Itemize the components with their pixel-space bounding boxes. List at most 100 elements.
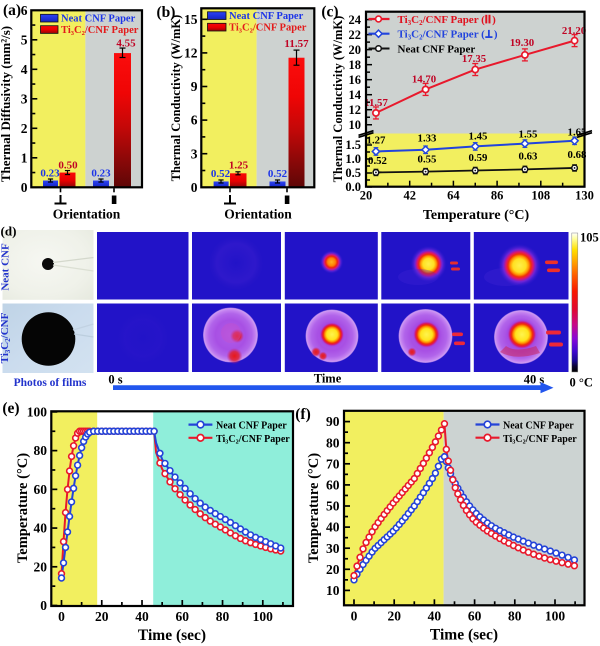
svg-text:86: 86: [491, 189, 504, 203]
svg-text:20: 20: [34, 559, 48, 574]
svg-text:1: 1: [21, 150, 28, 165]
svg-text:Photos of films: Photos of films: [14, 377, 87, 389]
svg-text:Time (sec): Time (sec): [430, 627, 498, 644]
svg-text:4.55: 4.55: [116, 38, 136, 50]
svg-text:Temperature (°C): Temperature (°C): [423, 208, 530, 223]
svg-text:40: 40: [135, 609, 149, 624]
svg-text:Ti3C2/CNF Paper: Ti3C2/CNF Paper: [61, 25, 139, 37]
svg-text:20: 20: [387, 609, 401, 624]
svg-text:0.63: 0.63: [519, 151, 538, 163]
svg-text:1.33: 1.33: [418, 133, 437, 145]
svg-text:Neat CNF Paper: Neat CNF Paper: [61, 14, 136, 25]
svg-text:40 s: 40 s: [524, 373, 545, 387]
svg-text:24: 24: [349, 13, 362, 27]
svg-text:Ti3C2/CNF Paper (: Ti3C2/CNF Paper (: [398, 29, 486, 42]
svg-text:60: 60: [34, 482, 48, 497]
svg-text:80: 80: [508, 609, 522, 624]
svg-text:108: 108: [531, 189, 550, 203]
svg-text:21.20: 21.20: [562, 25, 586, 37]
svg-text:1.5: 1.5: [345, 138, 361, 152]
svg-text:Ti3C2/CNF Paper: Ti3C2/CNF Paper: [229, 23, 307, 35]
svg-text:0.55: 0.55: [418, 154, 437, 166]
svg-text:60: 60: [176, 609, 190, 624]
svg-text:3: 3: [21, 91, 28, 106]
svg-text:11.57: 11.57: [364, 97, 388, 109]
svg-text:(c): (c): [321, 4, 338, 21]
svg-text:4: 4: [21, 62, 28, 77]
svg-text:Temperature (°C): Temperature (°C): [306, 453, 322, 563]
svg-text:Ti3C2/CNF Paper: Ti3C2/CNF Paper: [503, 434, 577, 446]
svg-text:3: 3: [191, 146, 198, 161]
svg-text:): ): [492, 14, 496, 26]
svg-text:0: 0: [58, 609, 65, 624]
svg-text:Ti3C2/CNF Paper (: Ti3C2/CNF Paper (: [398, 14, 486, 27]
svg-text:Ti3C2/CNF: Ti3C2/CNF: [0, 312, 12, 363]
svg-text:0.52: 0.52: [211, 168, 231, 180]
svg-text:Neat CNF: Neat CNF: [0, 243, 12, 291]
svg-text:42: 42: [403, 189, 416, 203]
svg-text:130: 130: [575, 189, 594, 203]
svg-text:2: 2: [21, 121, 28, 136]
svg-text:0.50: 0.50: [58, 160, 78, 172]
svg-text:Neat CNF Paper: Neat CNF Paper: [503, 421, 574, 432]
svg-text:1.27: 1.27: [367, 135, 386, 147]
svg-text:100: 100: [253, 609, 274, 624]
svg-text:1.55: 1.55: [519, 128, 538, 140]
svg-text:40: 40: [428, 609, 442, 624]
svg-text:Neat CNF Paper: Neat CNF Paper: [229, 11, 304, 22]
svg-text:19.30: 19.30: [510, 37, 534, 49]
svg-text:6: 6: [191, 113, 198, 128]
svg-text:0.52: 0.52: [368, 155, 387, 167]
svg-text:64: 64: [447, 189, 460, 203]
svg-text:20: 20: [95, 609, 109, 624]
svg-text:0.59: 0.59: [469, 152, 488, 164]
svg-text:Ti3C2/CNF Paper: Ti3C2/CNF Paper: [216, 434, 290, 446]
svg-text:20: 20: [326, 562, 340, 577]
svg-text:22: 22: [349, 28, 362, 42]
svg-text:1.0: 1.0: [345, 152, 361, 166]
svg-text:50: 50: [326, 499, 340, 514]
svg-text:12: 12: [349, 103, 362, 117]
svg-text:14: 14: [349, 88, 362, 102]
svg-text:(f): (f): [295, 406, 311, 423]
svg-text:Time (sec): Time (sec): [138, 627, 206, 644]
svg-text:20: 20: [360, 189, 373, 203]
svg-text:80: 80: [216, 609, 230, 624]
svg-text:Orientation: Orientation: [53, 207, 121, 222]
svg-text:(b): (b): [157, 4, 176, 21]
svg-text:Thermal Conductivity (W/mK): Thermal Conductivity (W/mK): [331, 16, 345, 183]
svg-text:80: 80: [326, 435, 340, 450]
svg-text:0.68: 0.68: [568, 149, 587, 161]
svg-text:11.57: 11.57: [284, 38, 309, 50]
svg-text:0 s: 0 s: [108, 373, 122, 387]
svg-text:(e): (e): [2, 400, 19, 417]
svg-text:Thermal Diffusivity (mm²/s): Thermal Diffusivity (mm²/s): [0, 26, 13, 182]
svg-text:60: 60: [326, 478, 340, 493]
svg-text:(d): (d): [1, 224, 17, 239]
svg-text:6: 6: [21, 3, 28, 18]
svg-text:80: 80: [34, 443, 48, 458]
svg-text:60: 60: [468, 609, 482, 624]
svg-text:100: 100: [545, 609, 566, 624]
svg-text:0.52: 0.52: [268, 168, 288, 180]
svg-text:0.23: 0.23: [91, 168, 111, 180]
svg-text:Neat CNF Paper: Neat CNF Paper: [398, 43, 476, 55]
svg-text:0.5: 0.5: [345, 166, 361, 180]
svg-text:40: 40: [326, 520, 340, 535]
svg-text:1.25: 1.25: [229, 160, 249, 172]
svg-text:40: 40: [34, 521, 48, 536]
svg-text:14.70: 14.70: [412, 74, 436, 86]
svg-text:0: 0: [351, 609, 358, 624]
svg-text:Orientation: Orientation: [224, 207, 292, 222]
svg-text:Neat CNF Paper: Neat CNF Paper: [216, 421, 287, 432]
svg-text:Temperature (°C): Temperature (°C): [15, 453, 31, 563]
svg-text:1.45: 1.45: [469, 131, 488, 143]
svg-text:12: 12: [184, 46, 198, 61]
svg-text:(a): (a): [3, 2, 21, 19]
svg-text:0.23: 0.23: [40, 168, 60, 180]
svg-text:0: 0: [40, 598, 47, 613]
svg-text:): ): [494, 29, 498, 41]
svg-text:0: 0: [21, 180, 28, 195]
svg-text:5: 5: [21, 32, 28, 47]
svg-text:18: 18: [349, 58, 362, 72]
